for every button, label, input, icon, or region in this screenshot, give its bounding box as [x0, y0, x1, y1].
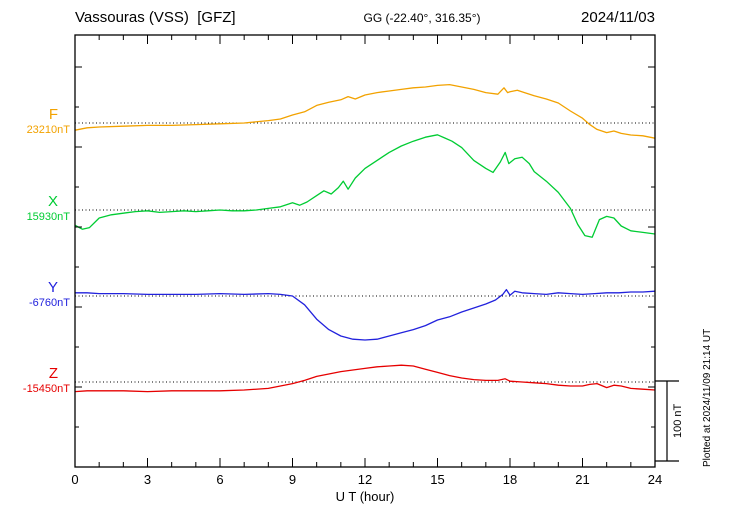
- series-label-x: X: [47, 193, 58, 210]
- plot-timestamp-note: Plotted at 2024/11/09 21:14 UT: [702, 328, 713, 467]
- x-tick-label: 6: [216, 472, 224, 487]
- x-tick-label: 0: [71, 472, 79, 487]
- series-label-f: F: [48, 106, 58, 123]
- x-tick-label: 21: [575, 472, 590, 487]
- series-label-z: Z: [48, 365, 58, 382]
- x-tick-label: 24: [647, 472, 663, 487]
- scale-bar-label: 100 nT: [672, 403, 684, 439]
- x-tick-label: 12: [357, 472, 373, 487]
- plot-date: 2024/11/03: [581, 9, 655, 26]
- series-baseline-z: -15450nT: [22, 383, 70, 395]
- x-tick-label: 9: [288, 472, 297, 487]
- series-baseline-y: -6760nT: [29, 297, 70, 309]
- series-label-y: Y: [47, 279, 58, 296]
- geo-coordinates: GG (-22.40°, 316.35°): [363, 11, 481, 25]
- x-tick-label: 18: [502, 472, 518, 487]
- x-tick-label: 15: [430, 472, 445, 487]
- x-axis-title: U T (hour): [335, 489, 395, 504]
- series-baseline-x: 15930nT: [26, 211, 70, 223]
- station-title: Vassouras (VSS) [GFZ]: [75, 9, 236, 26]
- series-baseline-f: 23210nT: [26, 124, 70, 136]
- x-tick-label: 3: [143, 472, 152, 487]
